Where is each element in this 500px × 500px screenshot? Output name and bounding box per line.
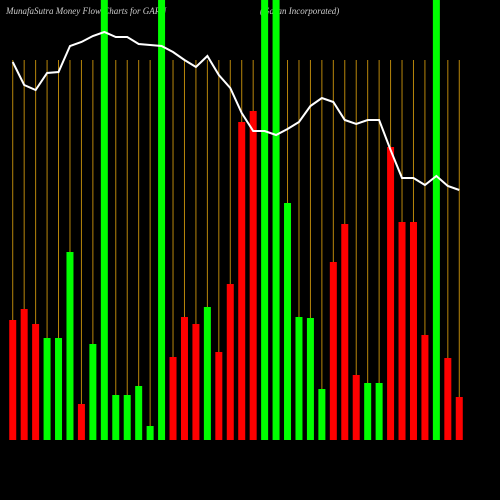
bar (341, 224, 349, 440)
bar (203, 307, 211, 440)
bar (112, 395, 120, 440)
bar (249, 111, 257, 440)
bar (100, 0, 108, 440)
bar (158, 0, 166, 440)
bar (387, 147, 395, 440)
bar (364, 383, 372, 440)
bar (66, 252, 74, 440)
bar (135, 386, 143, 440)
bar (215, 352, 223, 440)
bar (352, 375, 360, 440)
bar (89, 344, 97, 440)
chart-subtitle: (Garan Incorporated) (260, 6, 339, 16)
money-flow-line (11, 30, 460, 191)
bar (261, 0, 269, 440)
bar (169, 357, 177, 440)
bar (329, 262, 337, 440)
bar (20, 309, 28, 440)
bar (272, 0, 280, 440)
bar (318, 389, 326, 440)
bar (146, 426, 154, 440)
bar (43, 338, 51, 440)
bar (9, 320, 17, 440)
bar (409, 222, 417, 440)
bar (455, 397, 463, 440)
bar (375, 383, 383, 440)
bar (398, 222, 406, 440)
bar (306, 318, 314, 440)
bar (180, 317, 188, 440)
bar (192, 324, 200, 440)
bar (77, 404, 85, 440)
bar (55, 338, 63, 440)
bar (284, 203, 292, 440)
bar (123, 395, 131, 440)
bar (444, 358, 452, 440)
bar (295, 317, 303, 440)
bar (238, 122, 246, 440)
bar (432, 0, 440, 440)
chart-title: MunafaSutra Money Flow Charts for GARN (5, 6, 167, 16)
bar (421, 335, 429, 440)
bar (226, 284, 234, 440)
bar (32, 324, 40, 440)
